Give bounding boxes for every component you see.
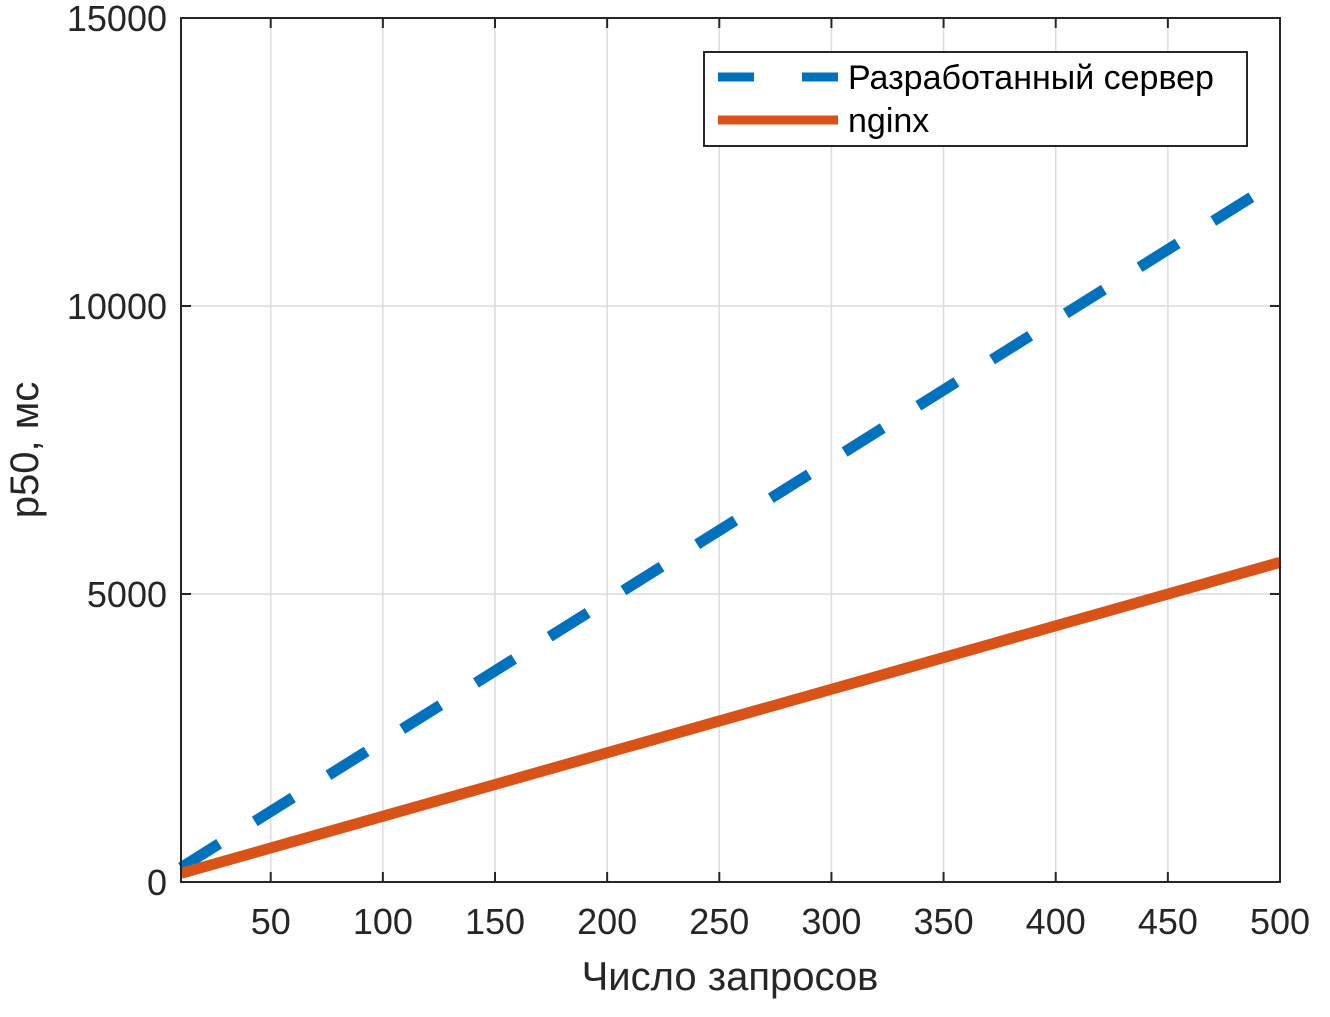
x-tick-label: 250 — [689, 901, 749, 942]
x-tick-label: 500 — [1250, 901, 1310, 942]
x-tick-label: 450 — [1138, 901, 1198, 942]
legend-box — [703, 51, 1248, 147]
series-lines — [178, 174, 1283, 879]
y-tick-label: 0 — [147, 862, 167, 903]
plot-frame — [180, 17, 1281, 883]
series-line-1 — [178, 174, 1283, 873]
x-axis-label: Число запросов — [582, 955, 879, 999]
legend-label-series-1: Разработанный сервер — [848, 59, 1214, 97]
y-tick-label: 15000 — [67, 0, 167, 39]
x-tick-label: 100 — [353, 901, 413, 942]
series-line-2 — [179, 557, 1282, 879]
tick-labels: 50 100 150 200 250 300 350 400 450 50005000100001… — [67, 0, 1310, 942]
x-tick-label: 200 — [577, 901, 637, 942]
y-tick-label: 5000 — [87, 574, 167, 615]
x-tick-label: 50 — [251, 901, 291, 942]
legend: Разработанный сервер nginx — [703, 51, 1248, 147]
grid — [181, 17, 1281, 883]
legend-label-series-2: nginx — [848, 102, 929, 140]
y-axis-label: p50, мс — [3, 382, 47, 518]
y-tick-label: 10000 — [67, 286, 167, 327]
x-tick-label: 300 — [801, 901, 861, 942]
axes — [180, 17, 1281, 883]
x-tick-label: 350 — [914, 901, 974, 942]
x-tick-label: 150 — [465, 901, 525, 942]
x-tick-label: 400 — [1026, 901, 1086, 942]
